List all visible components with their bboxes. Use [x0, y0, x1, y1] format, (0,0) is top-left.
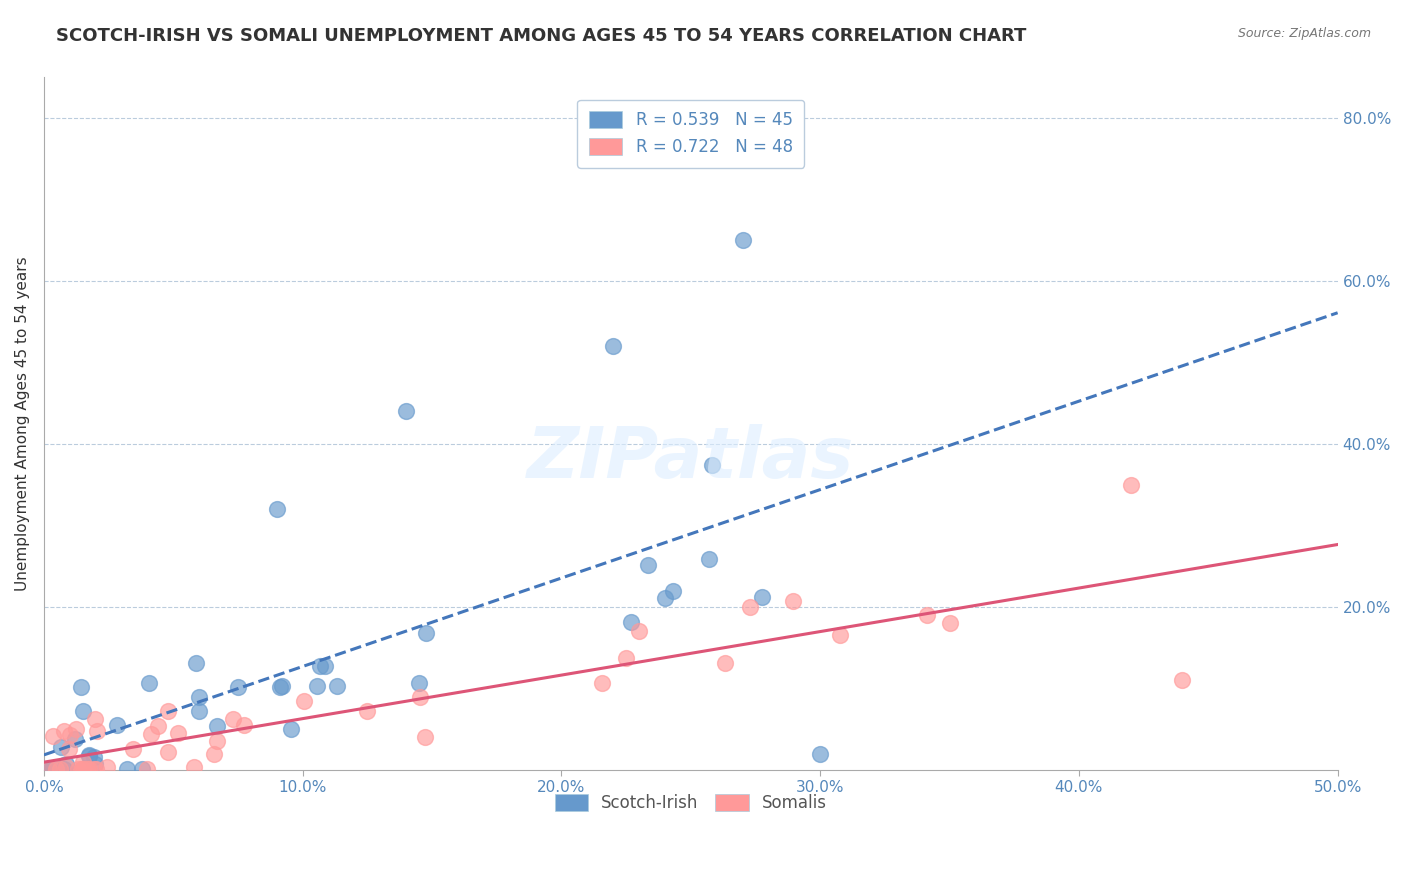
- Point: [305, 679, 328, 693]
- Point: [233, 718, 256, 732]
- Point: [591, 675, 613, 690]
- Point: [395, 404, 418, 418]
- Point: [86, 723, 108, 738]
- Point: [58, 742, 80, 756]
- Point: [915, 607, 938, 622]
- Point: [48, 762, 70, 776]
- Point: [1171, 673, 1194, 688]
- Point: [122, 742, 145, 756]
- Point: [828, 628, 851, 642]
- Point: [738, 599, 761, 614]
- Point: [53, 762, 76, 776]
- Point: [77, 747, 100, 762]
- Point: [96, 760, 118, 774]
- Point: [76, 762, 98, 776]
- Point: [731, 234, 754, 248]
- Point: [157, 745, 180, 759]
- Point: [139, 727, 162, 741]
- Point: [49, 740, 72, 755]
- Point: [184, 657, 207, 671]
- Point: [53, 723, 76, 738]
- Point: [309, 658, 332, 673]
- Point: [84, 757, 107, 772]
- Point: [115, 762, 138, 776]
- Point: [271, 679, 294, 693]
- Point: [614, 651, 637, 665]
- Point: [77, 749, 100, 764]
- Point: [205, 719, 228, 733]
- Point: [37, 762, 59, 776]
- Point: [55, 757, 77, 772]
- Text: Source: ZipAtlas.com: Source: ZipAtlas.com: [1237, 27, 1371, 40]
- Point: [72, 756, 94, 770]
- Point: [938, 616, 960, 631]
- Point: [72, 762, 94, 776]
- Point: [751, 591, 773, 605]
- Point: [602, 339, 624, 353]
- Point: [221, 712, 243, 726]
- Point: [65, 722, 87, 736]
- Point: [138, 676, 160, 690]
- Point: [79, 762, 101, 776]
- Point: [314, 658, 336, 673]
- Point: [148, 719, 170, 733]
- Point: [72, 704, 94, 718]
- Point: [413, 731, 436, 745]
- Point: [661, 583, 683, 598]
- Text: SCOTCH-IRISH VS SOMALI UNEMPLOYMENT AMONG AGES 45 TO 54 YEARS CORRELATION CHART: SCOTCH-IRISH VS SOMALI UNEMPLOYMENT AMON…: [56, 27, 1026, 45]
- Point: [637, 558, 659, 572]
- Point: [714, 656, 737, 670]
- Point: [782, 594, 804, 608]
- Point: [55, 759, 77, 773]
- Point: [356, 704, 378, 718]
- Point: [131, 762, 153, 776]
- Point: [202, 747, 225, 761]
- Point: [415, 626, 437, 640]
- Point: [83, 762, 105, 776]
- Point: [654, 591, 676, 606]
- Point: [59, 728, 82, 742]
- Point: [63, 732, 86, 747]
- Point: [808, 747, 831, 761]
- Point: [1119, 478, 1142, 492]
- Point: [408, 690, 430, 704]
- Point: [183, 760, 205, 774]
- Point: [326, 679, 349, 693]
- Point: [167, 726, 190, 740]
- Point: [67, 762, 90, 776]
- Point: [700, 458, 723, 473]
- Point: [697, 551, 720, 566]
- Point: [135, 762, 157, 776]
- Point: [280, 722, 302, 736]
- Point: [48, 762, 70, 776]
- Y-axis label: Unemployment Among Ages 45 to 54 years: Unemployment Among Ages 45 to 54 years: [15, 256, 30, 591]
- Point: [408, 676, 430, 690]
- Point: [266, 502, 288, 516]
- Point: [70, 680, 93, 694]
- Point: [84, 713, 107, 727]
- Point: [38, 762, 60, 776]
- Point: [156, 704, 179, 718]
- Point: [205, 734, 228, 748]
- Point: [107, 718, 129, 732]
- Point: [38, 762, 60, 776]
- Point: [188, 690, 211, 704]
- Text: ZIPatlas: ZIPatlas: [527, 424, 855, 493]
- Point: [188, 704, 211, 718]
- Point: [42, 729, 65, 743]
- Point: [35, 762, 58, 776]
- Point: [45, 762, 67, 776]
- Point: [38, 762, 60, 776]
- Point: [70, 762, 93, 776]
- Point: [226, 680, 249, 694]
- Point: [627, 624, 650, 639]
- Point: [70, 762, 93, 776]
- Point: [83, 749, 105, 764]
- Point: [620, 615, 643, 629]
- Legend: Scotch-Irish, Somalis: Scotch-Irish, Somalis: [543, 782, 838, 824]
- Point: [292, 694, 315, 708]
- Point: [269, 680, 291, 694]
- Point: [84, 762, 107, 776]
